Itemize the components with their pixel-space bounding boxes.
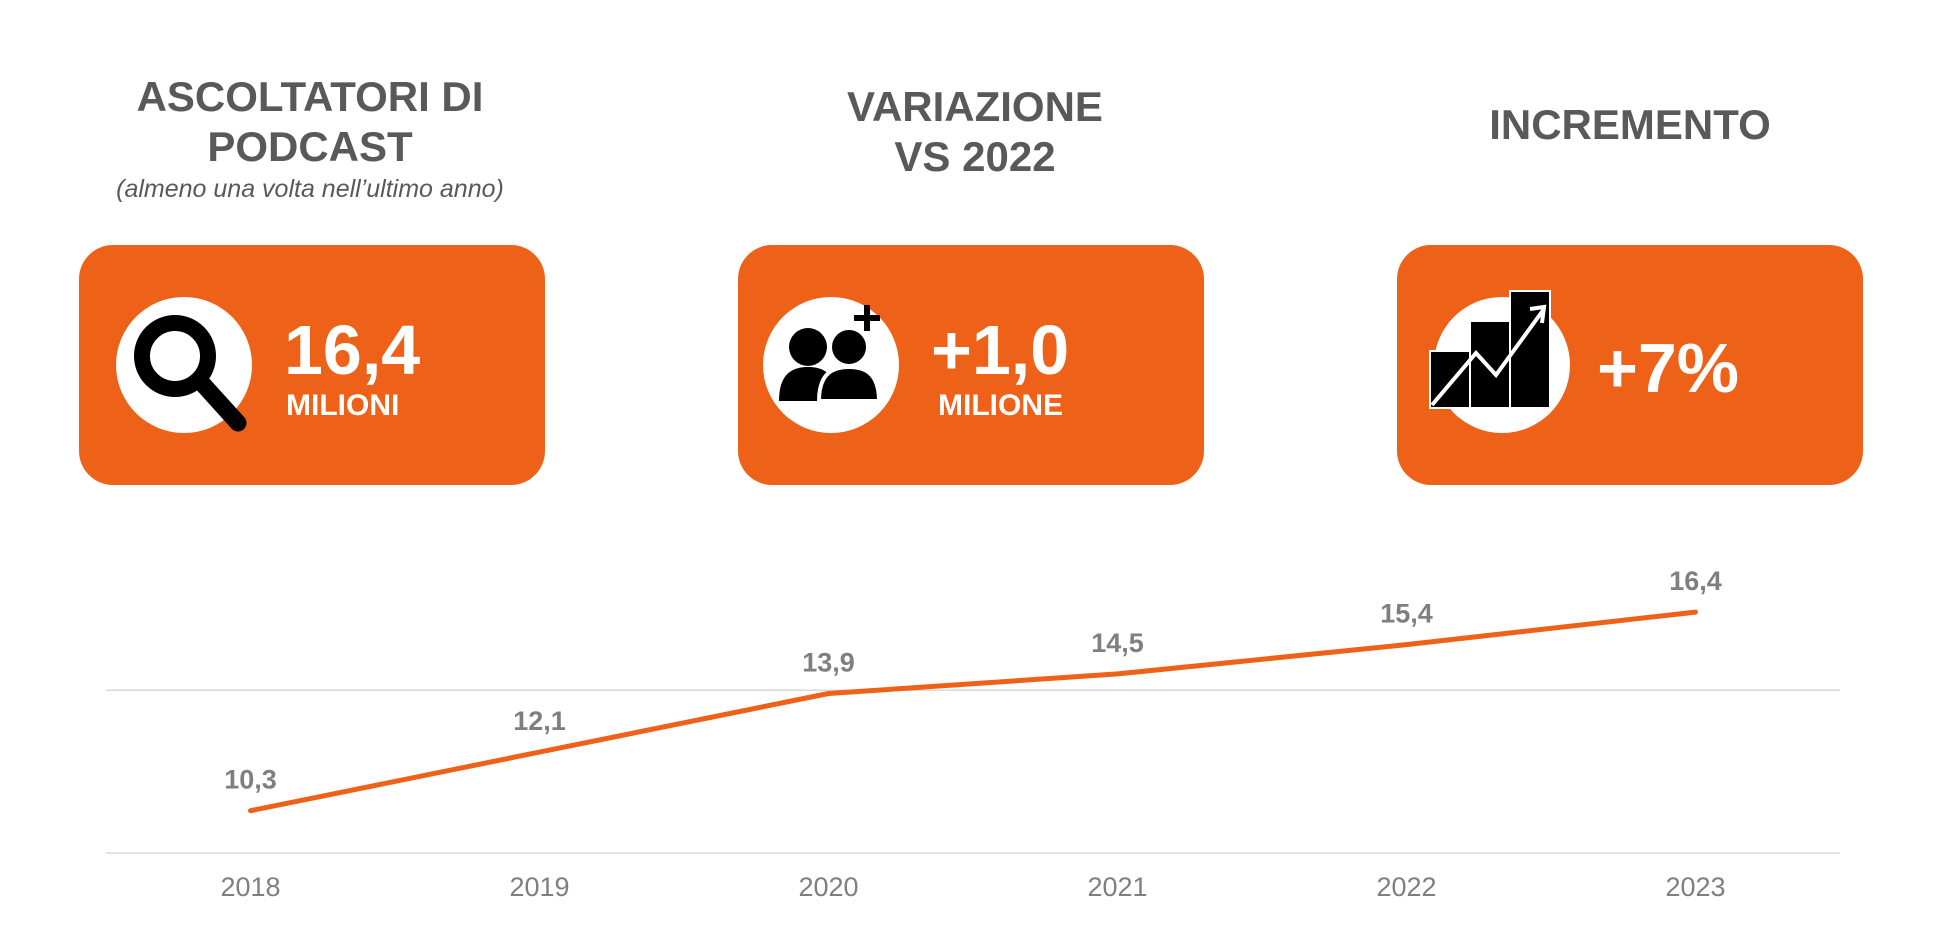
data-label: 14,5 xyxy=(1091,628,1144,658)
x-tick-label: 2018 xyxy=(220,872,280,902)
kpi-2-value: +1,0 xyxy=(931,311,1070,389)
kpi-1-card: 16,4 MILIONI xyxy=(79,245,545,485)
x-tick-label: 2019 xyxy=(509,872,569,902)
x-tick-label: 2021 xyxy=(1087,872,1147,902)
kpi-2-card: +1,0 MILIONE xyxy=(738,245,1204,485)
data-label: 10,3 xyxy=(224,765,277,795)
kpi-1-value: 16,4 xyxy=(284,311,421,389)
kpi-3-value: +7% xyxy=(1597,329,1740,407)
x-tick-label: 2023 xyxy=(1665,872,1725,902)
kpi-3-title: INCREMENTO xyxy=(1405,100,1855,150)
series-line xyxy=(248,609,1698,814)
kpi-1-title-line2: PODCAST xyxy=(207,123,413,170)
kpi-3-card: +7% xyxy=(1397,245,1863,485)
kpi-2-title: VARIAZIONE VS 2022 xyxy=(760,82,1190,182)
data-label: 13,9 xyxy=(802,647,855,677)
kpi-1-title-line1: ASCOLTATORI DI xyxy=(136,73,484,120)
kpi-1-unit: MILIONI xyxy=(286,389,400,422)
kpi-2-title-line1: VARIAZIONE xyxy=(847,83,1103,130)
kpi-3-title-line1: INCREMENTO xyxy=(1489,101,1771,148)
listeners-line-chart: 10,3 12,1 13,9 14,5 15,4 16,4 2018 2019 2020 2021… xyxy=(106,566,1840,902)
kpi-2-unit: MILIONE xyxy=(938,389,1063,422)
magnifier-icon xyxy=(116,297,252,433)
data-label: 12,1 xyxy=(513,706,566,736)
kpi-1-title: ASCOLTATORI DI PODCAST (almeno una volta… xyxy=(60,72,560,206)
kpi-1-subtitle: (almeno una volta nell’ultimo anno) xyxy=(116,175,504,203)
growth-chart-icon xyxy=(1429,290,1570,433)
x-tick-label: 2020 xyxy=(798,872,858,902)
data-label: 16,4 xyxy=(1669,566,1722,596)
data-label: 15,4 xyxy=(1380,599,1433,629)
kpi-2-title-line2: VS 2022 xyxy=(894,133,1056,180)
x-tick-label: 2022 xyxy=(1376,872,1436,902)
add-users-icon xyxy=(763,297,899,433)
